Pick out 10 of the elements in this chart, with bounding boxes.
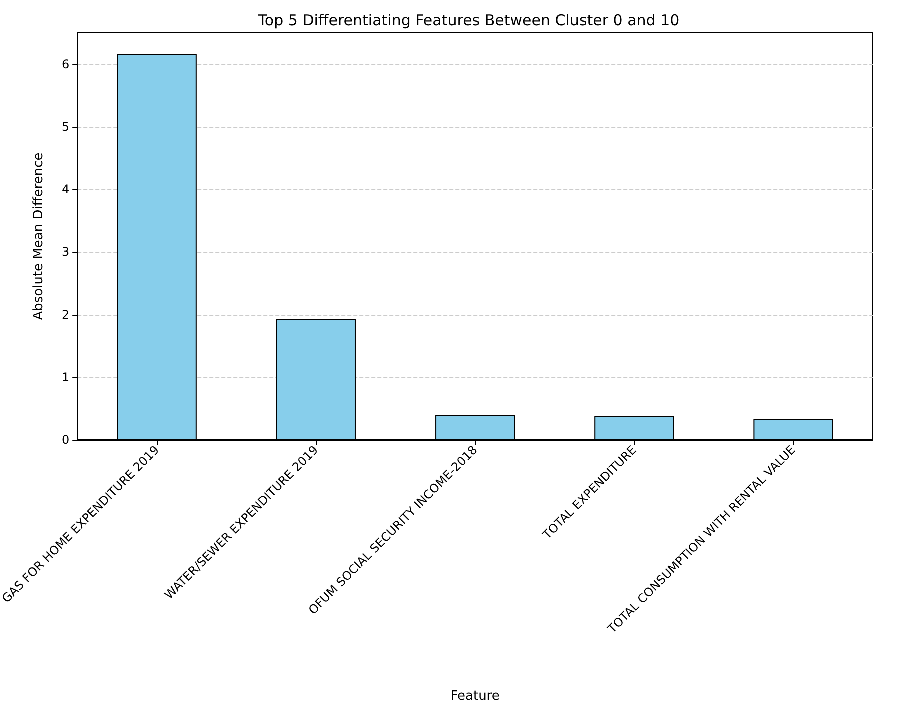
y-tick-label: 3 xyxy=(62,245,70,260)
y-tick-label: 4 xyxy=(62,182,70,197)
x-axis-title: Feature xyxy=(450,689,500,704)
y-tick-label: 0 xyxy=(62,433,70,447)
y-axis-title: Absolute Mean Difference xyxy=(32,152,47,320)
y-tick-label: 6 xyxy=(62,57,70,72)
chart-title: Top 5 Differentiating Features Between Cluster 0 and 10 xyxy=(257,12,680,30)
y-tick-label: 5 xyxy=(62,120,70,134)
y-tick-label: 2 xyxy=(62,308,70,322)
y-tick-label: 1 xyxy=(62,370,70,384)
